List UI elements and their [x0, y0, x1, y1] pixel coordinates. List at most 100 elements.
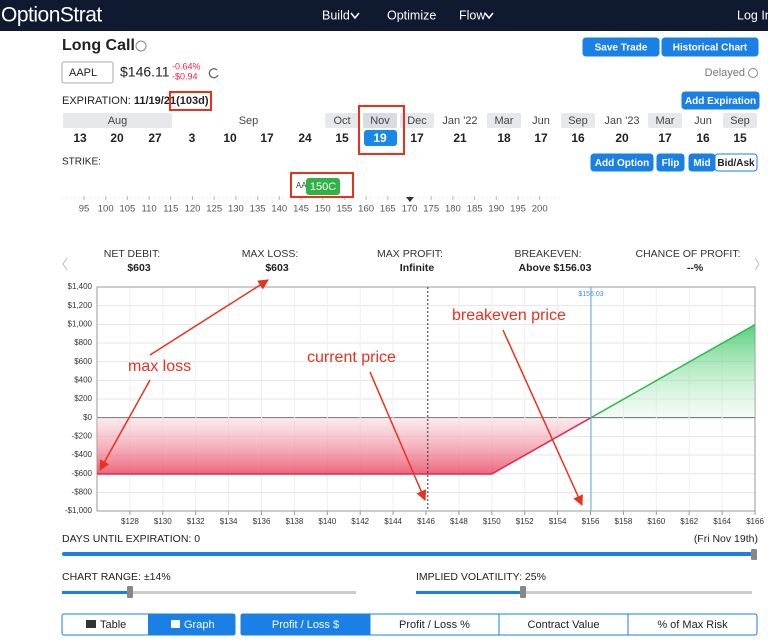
selected-day[interactable]: [364, 130, 397, 146]
days-handle[interactable]: [751, 549, 757, 560]
expiration-day[interactable]: 17: [260, 131, 274, 145]
expiration-day[interactable]: 21: [453, 131, 467, 145]
month-label: Dec: [407, 115, 427, 127]
change-abs: -$0.94: [172, 71, 198, 81]
expiration-day[interactable]: 15: [733, 131, 747, 145]
expiration-day[interactable]: 20: [615, 131, 629, 145]
strike-label[interactable]: 160: [358, 204, 374, 215]
strike-label[interactable]: 140: [271, 204, 287, 215]
range-handle[interactable]: [127, 586, 133, 598]
save-trade-button[interactable]: Save Trade: [595, 43, 648, 54]
flip-button[interactable]: Flip: [662, 158, 680, 169]
historical-chart-button[interactable]: Historical Chart: [673, 43, 748, 54]
month-header: [175, 113, 322, 128]
strike-label[interactable]: 200: [532, 204, 548, 215]
leg-chip[interactable]: [306, 178, 340, 195]
stat-value: $603: [127, 262, 151, 274]
expiration-day[interactable]: 16: [696, 131, 710, 145]
bid-ask-button[interactable]: Bid/Ask: [717, 158, 755, 169]
days-slider[interactable]: [62, 552, 752, 556]
strike-label[interactable]: 170: [402, 204, 418, 215]
expiration-day[interactable]: 17: [534, 131, 548, 145]
strike-label[interactable]: 135: [250, 204, 266, 215]
strike-label[interactable]: 115: [163, 204, 178, 215]
annotation: current price: [307, 349, 396, 366]
expiration-day[interactable]: 20: [110, 131, 124, 145]
stat-label: MAX LOSS:: [242, 248, 299, 260]
strike-label[interactable]: 110: [142, 204, 157, 215]
strike-label[interactable]: 165: [380, 204, 396, 215]
x-tick-label: $140: [318, 517, 336, 526]
strike-label[interactable]: 95: [79, 204, 90, 215]
strike-label[interactable]: 180: [445, 204, 461, 215]
annotation-arrow: [149, 279, 269, 356]
add-option-button[interactable]: Add Option: [595, 158, 649, 169]
expiration-day[interactable]: 16: [571, 131, 585, 145]
metric-tab-active[interactable]: [241, 614, 370, 635]
strike-label[interactable]: 175: [423, 204, 439, 215]
table-tab[interactable]: Table: [100, 619, 126, 631]
month-label: Sep: [568, 115, 588, 127]
strike-label[interactable]: 125: [206, 204, 222, 215]
flip-button-bg[interactable]: [656, 153, 685, 172]
strike-label[interactable]: 145: [293, 204, 309, 215]
metric-tab[interactable]: % of Max Risk: [657, 619, 728, 631]
strike-label[interactable]: 190: [488, 204, 504, 215]
metric-tab[interactable]: Profit / Loss $: [272, 619, 339, 631]
logo: OptionStrat: [1, 4, 102, 27]
graph-tab-bg[interactable]: [148, 614, 235, 635]
expiration-day[interactable]: 17: [658, 131, 672, 145]
expiration-day[interactable]: 10: [223, 131, 237, 145]
x-tick-label: $160: [647, 517, 665, 526]
expiration-day[interactable]: 19: [373, 131, 387, 145]
nav-link[interactable]: Build: [322, 8, 350, 22]
refresh-icon[interactable]: [208, 68, 219, 79]
add-expiration-button-bg[interactable]: [681, 91, 760, 110]
highlight-box: [358, 105, 405, 155]
ticker-input[interactable]: [61, 61, 114, 84]
expiration-line: EXPIRATION: 11/19/21(103d): [62, 95, 209, 107]
strike-label[interactable]: 185: [467, 204, 483, 215]
expiration-days: (103d): [176, 95, 209, 107]
mid-button[interactable]: Mid: [693, 158, 710, 169]
iv-track[interactable]: [416, 591, 752, 594]
save-trade-button-bg[interactable]: [582, 37, 660, 57]
leg-label[interactable]: 150C: [310, 181, 336, 193]
range-track[interactable]: [62, 591, 356, 594]
x-tick-label: $128: [121, 517, 139, 526]
bid-ask-button-bg[interactable]: [714, 153, 758, 172]
expiration-label: EXPIRATION:: [62, 95, 131, 107]
strike-label[interactable]: 120: [185, 204, 201, 215]
ticker[interactable]: AAPL: [69, 67, 97, 79]
strike-label[interactable]: 130: [228, 204, 244, 215]
graph-tab[interactable]: Graph: [184, 619, 215, 631]
add-option-button-bg[interactable]: [590, 153, 654, 172]
month-label: Mar: [495, 115, 514, 127]
expiration-day[interactable]: 24: [298, 131, 312, 145]
month-header: [363, 113, 397, 128]
stat-value: --%: [687, 262, 704, 274]
expiration-day[interactable]: 17: [410, 131, 424, 145]
strike-label[interactable]: 105: [119, 204, 135, 215]
strike-label[interactable]: 155: [336, 204, 352, 215]
x-tick-label: $152: [516, 517, 534, 526]
expiration-day[interactable]: 15: [335, 131, 349, 145]
range-fill: [62, 591, 130, 594]
metric-tab[interactable]: Contract Value: [528, 619, 600, 631]
iv-handle[interactable]: [520, 586, 526, 598]
annotation: breakeven price: [452, 307, 566, 324]
expiration-day[interactable]: 18: [497, 131, 511, 145]
strike-label[interactable]: 195: [510, 204, 526, 215]
add-expiration-button[interactable]: Add Expiration: [685, 96, 756, 107]
nav-link[interactable]: Flow: [459, 8, 486, 22]
expiration-day[interactable]: 3: [189, 131, 196, 145]
metric-tab[interactable]: Profit / Loss %: [399, 619, 470, 631]
historical-chart-button-bg[interactable]: [661, 37, 759, 57]
month-header: [600, 113, 644, 128]
strike-label[interactable]: 100: [98, 204, 114, 215]
strike-label[interactable]: 150: [315, 204, 331, 215]
expiration-day[interactable]: 13: [73, 131, 87, 145]
expiration-day[interactable]: 27: [148, 131, 162, 145]
nav-link[interactable]: Optimize: [387, 8, 436, 22]
login-link[interactable]: Log In: [737, 8, 768, 22]
